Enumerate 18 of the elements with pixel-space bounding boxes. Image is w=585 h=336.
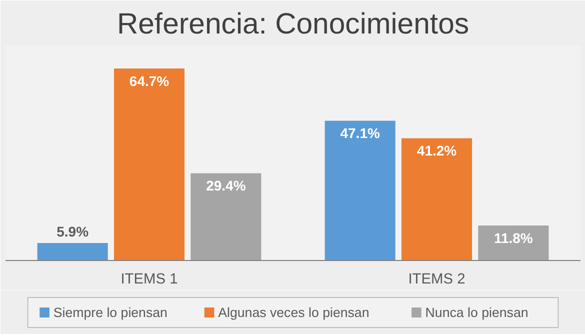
bar [324, 120, 396, 260]
x-tick-label: ITEMS 2 [408, 272, 466, 288]
chart-title: Referencia: Conocimientos [116, 8, 470, 40]
legend-label: Algunas veces lo piensan [218, 305, 370, 320]
legend-label: Siempre lo piensan [53, 305, 168, 320]
bar [401, 138, 472, 260]
x-tick-label: ITEMS 1 [120, 272, 178, 288]
bar [478, 225, 549, 260]
data-label: 5.9% [56, 224, 90, 240]
data-label: 11.8% [494, 230, 534, 246]
data-label: 64.7% [129, 72, 170, 89]
bar [114, 68, 185, 260]
bar [190, 173, 262, 260]
data-label: 29.4% [206, 178, 246, 194]
data-label: 41.2% [416, 142, 458, 159]
bar [37, 242, 108, 260]
legend-label: Nunca lo piensan [425, 305, 528, 320]
data-label: 47.1% [340, 125, 380, 142]
